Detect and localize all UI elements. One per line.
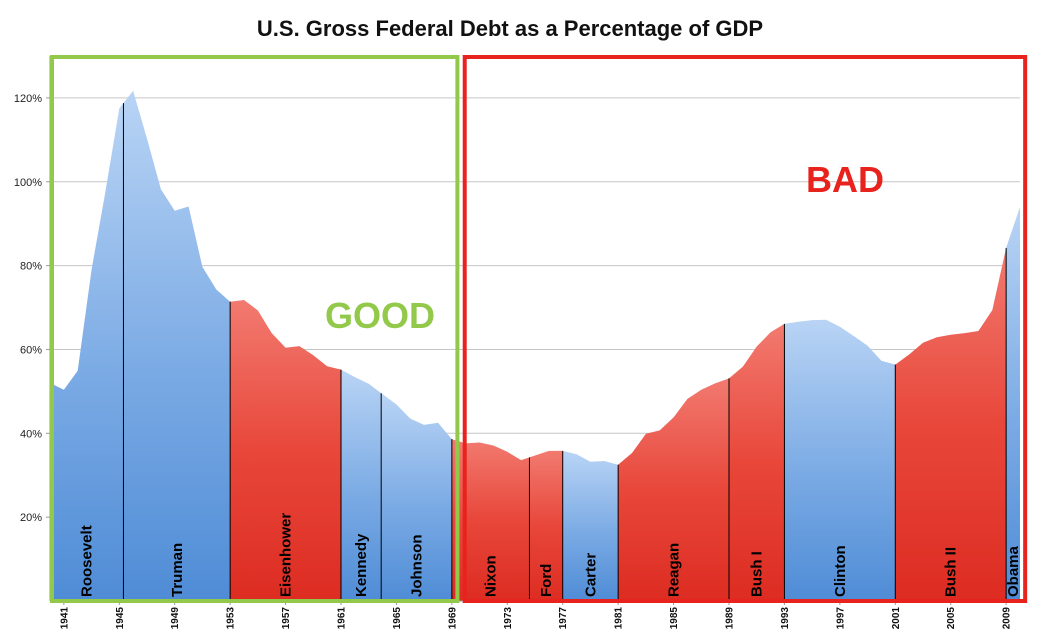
bad-box <box>462 55 1028 603</box>
y-tick-label: 100% <box>14 177 42 189</box>
area-bush-i <box>729 323 785 601</box>
president-label-eisenhower: Eisenhower <box>278 513 295 597</box>
president-label-carter: Carter <box>582 553 599 597</box>
y-tick-label: 80% <box>20 261 42 273</box>
president-label-bush-ii: Bush II <box>943 547 960 597</box>
x-tick-label: 1977 <box>558 607 569 630</box>
good-label: GOOD <box>325 295 435 336</box>
area-truman <box>123 90 231 602</box>
bad-label: BAD <box>806 159 884 200</box>
x-tick-label: 1957 <box>281 607 292 630</box>
president-label-reagan: Reagan <box>666 543 683 597</box>
area-nixon <box>451 439 530 601</box>
x-tick-label: 1997 <box>835 607 846 630</box>
president-label-nixon: Nixon <box>483 555 500 597</box>
x-tick-label: 1969 <box>447 607 458 630</box>
chart-title: U.S. Gross Federal Debt as a Percentage … <box>257 16 763 41</box>
president-label-johnson: Johnson <box>409 535 426 598</box>
area-bush-ii <box>895 248 1007 601</box>
president-label-roosevelt: Roosevelt <box>79 525 96 597</box>
president-labels: Roosevelt Truman Eisenhower Kennedy Johnson N… <box>79 513 1022 597</box>
president-label-truman: Truman <box>169 543 186 597</box>
president-label-kennedy: Kennedy <box>353 533 370 597</box>
x-tick-label: 1989 <box>725 607 736 630</box>
area-ford <box>529 450 563 601</box>
y-tick-label: 120% <box>14 93 42 105</box>
president-label-ford: Ford <box>538 564 555 597</box>
x-tick-label: 2001 <box>891 607 902 630</box>
area-kennedy <box>341 369 382 601</box>
annotations: GOOD BAD <box>50 55 1028 603</box>
area-eisenhower <box>230 300 341 601</box>
area-carter <box>562 450 619 601</box>
area-series <box>50 90 1020 602</box>
president-label-bush-i: Bush I <box>749 551 766 597</box>
x-tick-label: 1953 <box>226 607 237 630</box>
y-tick-label: 40% <box>20 428 42 440</box>
x-tick-label: 1941 <box>59 607 70 630</box>
x-tick-label: 1981 <box>614 607 625 630</box>
x-tick-label: 2009 <box>1002 607 1013 630</box>
x-tick-label: 1961 <box>337 607 348 630</box>
x-tick-label: 1973 <box>503 607 514 630</box>
y-tick-label: 20% <box>20 512 42 524</box>
x-tick-label: 2005 <box>946 607 957 630</box>
x-tick-label: 1965 <box>392 607 403 630</box>
x-tick-label: 1945 <box>115 607 126 630</box>
area-obama <box>1006 206 1020 601</box>
term-dividers <box>122 103 1007 601</box>
area-clinton <box>784 319 896 601</box>
president-label-clinton: Clinton <box>832 545 849 597</box>
x-tick-label: 1993 <box>780 607 791 630</box>
good-box <box>50 55 460 603</box>
y-tick-label: 60% <box>20 344 42 356</box>
x-tick-label: 1985 <box>669 607 680 630</box>
area-roosevelt <box>50 103 124 601</box>
x-tick-label: 1949 <box>170 607 181 630</box>
area-reagan <box>618 378 729 601</box>
president-label-obama: Obama <box>1005 545 1022 597</box>
area-johnson <box>381 393 452 601</box>
